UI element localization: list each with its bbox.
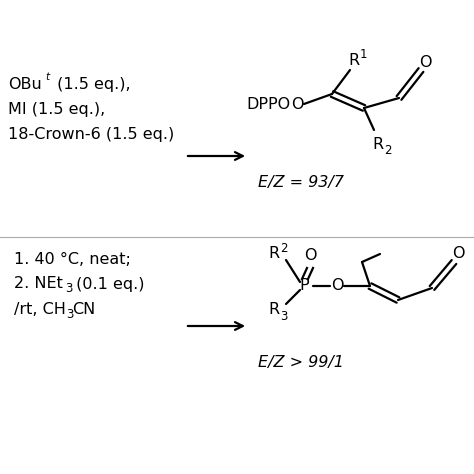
- Text: DPPO: DPPO: [246, 97, 290, 111]
- Text: R: R: [348, 53, 359, 67]
- Text: OBu: OBu: [8, 76, 42, 91]
- Text: 1: 1: [360, 47, 367, 61]
- Text: P: P: [299, 279, 309, 293]
- Text: 1. 40 °C, neat;: 1. 40 °C, neat;: [14, 252, 131, 266]
- Text: E/Z > 99/1: E/Z > 99/1: [258, 355, 344, 370]
- Text: (1.5 eq.),: (1.5 eq.),: [52, 76, 131, 91]
- Text: R: R: [268, 302, 279, 318]
- Text: 2: 2: [384, 144, 392, 156]
- Text: O: O: [419, 55, 431, 70]
- Text: 3: 3: [280, 310, 287, 322]
- Text: 2. NEt: 2. NEt: [14, 276, 63, 292]
- Text: R: R: [268, 246, 279, 262]
- Text: 3: 3: [65, 283, 73, 295]
- Text: O: O: [291, 97, 303, 111]
- Text: E/Z = 93/7: E/Z = 93/7: [258, 174, 344, 190]
- Text: (0.1 eq.): (0.1 eq.): [71, 276, 145, 292]
- Text: O: O: [452, 246, 465, 262]
- Text: CN: CN: [72, 301, 95, 317]
- Text: R: R: [372, 137, 383, 152]
- Text: 18-Crown-6 (1.5 eq.): 18-Crown-6 (1.5 eq.): [8, 127, 174, 142]
- Text: t: t: [45, 72, 49, 82]
- Text: /rt, CH: /rt, CH: [14, 301, 66, 317]
- Text: O: O: [331, 279, 344, 293]
- Text: MI (1.5 eq.),: MI (1.5 eq.),: [8, 101, 105, 117]
- Text: 3: 3: [66, 308, 73, 320]
- Text: 2: 2: [280, 241, 288, 255]
- Text: O: O: [304, 247, 316, 263]
